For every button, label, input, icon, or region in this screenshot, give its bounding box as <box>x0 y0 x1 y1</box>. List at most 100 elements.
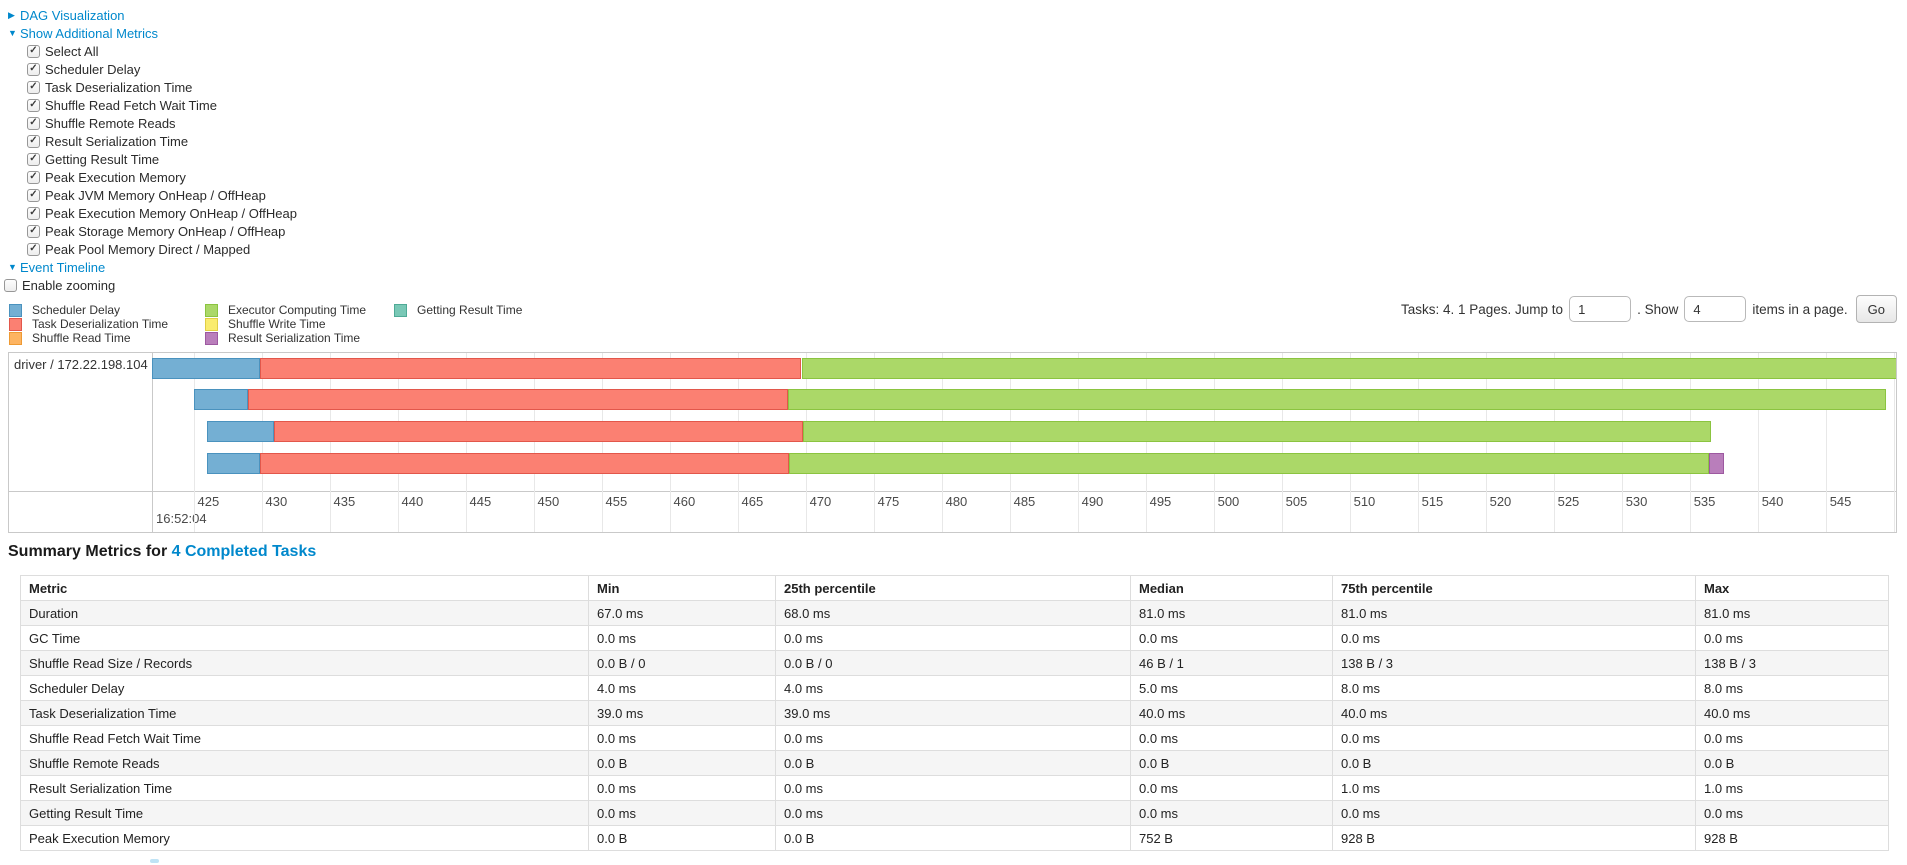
completed-tasks-link[interactable]: 4 Completed Tasks <box>171 543 317 560</box>
task-bar-task-deserialization[interactable] <box>273 421 803 442</box>
metric-checkbox[interactable] <box>27 188 40 202</box>
axis-gridline <box>465 353 467 532</box>
metric-value-cell: 67.0 ms <box>588 600 776 626</box>
task-bar-task-deserialization[interactable] <box>260 453 790 474</box>
table-row: Scheduler Delay 4.0 ms 4.0 ms 5.0 ms 8.0 ms 8… <box>20 675 1889 701</box>
metric-value-cell: 0.0 ms <box>1130 725 1333 751</box>
metric-value-cell: 0.0 ms <box>775 725 1131 751</box>
items-per-page-input[interactable] <box>1684 296 1747 322</box>
chevron-down-icon: ▼ <box>8 262 17 272</box>
metric-checkbox[interactable] <box>27 206 40 220</box>
enable-zooming-row: Enable zooming <box>4 276 297 294</box>
event-timeline-chart[interactable]: driver / 172.22.198.104 16:52:04 425 430 4… <box>8 352 1897 533</box>
metric-checkbox[interactable] <box>27 242 40 256</box>
chevron-right-icon: ▶ <box>8 9 15 20</box>
axis-gridline <box>397 353 399 532</box>
column-header: Metric <box>20 575 589 601</box>
task-bar-executor-computing[interactable] <box>789 453 1709 474</box>
task-bar-task-deserialization[interactable] <box>260 358 802 379</box>
task-bar-scheduler-delay[interactable] <box>193 389 248 410</box>
legend-item: Result Serialization Time <box>205 331 394 345</box>
legend-label: Getting Result Time <box>417 303 523 317</box>
metric-value-cell: 0.0 B <box>775 750 1131 776</box>
axis-tick-label: 470 <box>809 494 832 509</box>
legend-label: Task Deserialization Time <box>32 317 169 331</box>
metric-checkbox-label: Peak JVM Memory OnHeap / OffHeap <box>45 187 266 203</box>
legend-label: Scheduler Delay <box>32 303 121 317</box>
metric-name-cell: Task Deserialization Time <box>20 700 589 726</box>
axis-tick-label: 520 <box>1489 494 1512 509</box>
task-bar-scheduler-delay[interactable] <box>152 358 261 379</box>
task-bar-executor-computing[interactable] <box>802 421 1712 442</box>
axis-tick-label: 505 <box>1285 494 1308 509</box>
axis-tick-label: 515 <box>1421 494 1444 509</box>
axis-gridline <box>1689 353 1691 532</box>
axis-gridline <box>533 353 535 532</box>
metric-value-cell: 40.0 ms <box>1130 700 1333 726</box>
metric-value-cell: 138 B / 3 <box>1332 650 1696 676</box>
event-timeline-link[interactable]: Event Timeline <box>20 259 106 275</box>
dag-visualization-toggle[interactable]: ▶ DAG Visualization <box>8 6 297 24</box>
metric-checkbox[interactable] <box>27 152 40 166</box>
table-row: Getting Result Time 0.0 ms 0.0 ms 0.0 ms 0.0… <box>20 800 1889 826</box>
axis-gridline <box>737 353 739 532</box>
legend-label: Shuffle Write Time <box>228 317 326 331</box>
metric-checkbox-label: Shuffle Remote Reads <box>45 115 176 131</box>
enable-zooming-checkbox[interactable] <box>4 278 17 292</box>
metric-value-cell: 68.0 ms <box>775 600 1131 626</box>
task-bar-scheduler-delay[interactable] <box>207 453 261 474</box>
axis-gridline <box>329 353 331 532</box>
axis-tick-label: 525 <box>1557 494 1580 509</box>
metric-value-cell: 0.0 ms <box>588 625 776 651</box>
metric-checkbox-label: Getting Result Time <box>45 151 160 167</box>
axis-gridline <box>1145 353 1147 532</box>
legend-item: Shuffle Read Time <box>9 331 205 345</box>
metric-value-cell: 4.0 ms <box>588 675 776 701</box>
metric-checkbox[interactable] <box>27 62 40 76</box>
task-bar-scheduler-delay[interactable] <box>207 421 274 442</box>
axis-tick-label: 425 <box>197 494 220 509</box>
task-bar-executor-computing[interactable] <box>787 389 1886 410</box>
metric-value-cell: 0.0 ms <box>1332 800 1696 826</box>
metric-value-cell: 1.0 ms <box>1332 775 1696 801</box>
go-button[interactable]: Go <box>1855 295 1897 323</box>
metric-checkbox[interactable] <box>27 116 40 130</box>
metric-name-cell: Duration <box>20 600 589 626</box>
getting-result-swatch-icon <box>394 303 407 317</box>
metric-checkbox-row: Peak Storage Memory OnHeap / OffHeap <box>27 222 297 240</box>
executor-computing-swatch-icon <box>205 303 218 317</box>
metric-checkbox[interactable] <box>27 134 40 148</box>
metric-value-cell: 81.0 ms <box>1332 600 1696 626</box>
task-bar-executor-computing[interactable] <box>801 358 1896 379</box>
task-bar-result-serialization[interactable] <box>1708 453 1724 474</box>
axis-gridline <box>1417 353 1419 532</box>
dag-visualization-link[interactable]: DAG Visualization <box>20 7 125 23</box>
axis-gridline <box>805 353 807 532</box>
metric-checkbox[interactable] <box>27 224 40 238</box>
metric-checkbox[interactable] <box>27 170 40 184</box>
metric-value-cell: 81.0 ms <box>1695 600 1889 626</box>
metric-value-cell: 0.0 ms <box>775 775 1131 801</box>
metric-value-cell: 40.0 ms <box>1332 700 1696 726</box>
metric-checkbox-label: Peak Storage Memory OnHeap / OffHeap <box>45 223 286 239</box>
next-section-partial <box>150 859 159 863</box>
show-additional-metrics-toggle[interactable]: ▼ Show Additional Metrics <box>8 24 297 42</box>
show-additional-metrics-link[interactable]: Show Additional Metrics <box>20 25 159 41</box>
metric-checkbox[interactable] <box>27 44 40 58</box>
shuffle-write-swatch-icon <box>205 317 218 331</box>
metric-name-cell: Shuffle Remote Reads <box>20 750 589 776</box>
additional-metrics-checkbox-list: Select All Scheduler Delay Task Deserializ… <box>8 42 297 258</box>
metric-checkbox[interactable] <box>27 80 40 94</box>
axis-gridline <box>1485 353 1487 532</box>
jump-to-page-input[interactable] <box>1569 296 1632 322</box>
metric-checkbox-label: Peak Execution Memory OnHeap / OffHeap <box>45 205 297 221</box>
event-timeline-toggle[interactable]: ▼ Event Timeline <box>8 258 297 276</box>
metric-checkbox-row: Shuffle Remote Reads <box>27 114 297 132</box>
task-bar-task-deserialization[interactable] <box>247 389 788 410</box>
table-row: Duration 67.0 ms 68.0 ms 81.0 ms 81.0 ms 81.0… <box>20 600 1889 626</box>
metric-value-cell: 0.0 ms <box>1695 625 1889 651</box>
metric-value-cell: 138 B / 3 <box>1695 650 1889 676</box>
metric-value-cell: 5.0 ms <box>1130 675 1333 701</box>
summary-title-text: Summary Metrics for <box>8 543 172 560</box>
metric-checkbox[interactable] <box>27 98 40 112</box>
